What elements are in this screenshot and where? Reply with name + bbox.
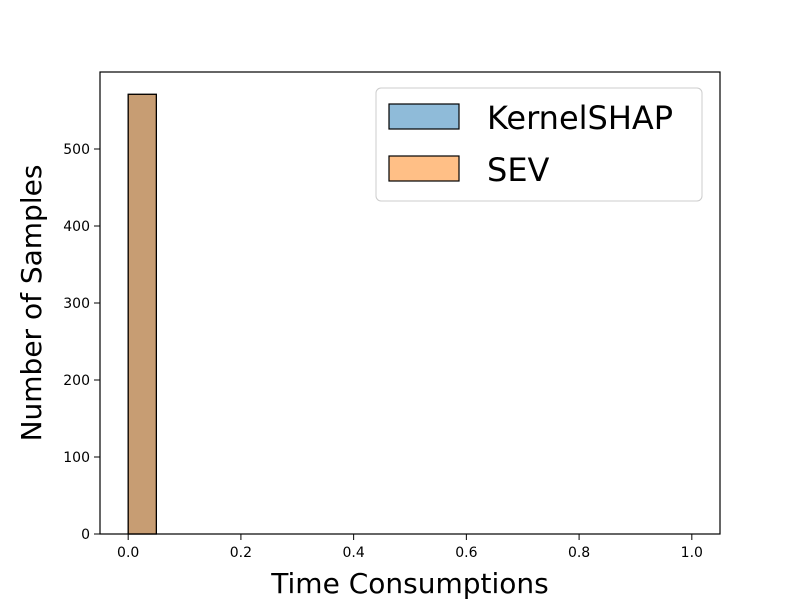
legend-label-sev: SEV — [487, 151, 550, 189]
legend-label-kernelshap: KernelSHAP — [487, 99, 673, 137]
x-tick-label: 0.8 — [568, 545, 590, 561]
y-axis-label: Number of Samples — [15, 165, 48, 442]
x-axis-ticks: 0.0 0.2 0.4 0.6 0.8 1.0 — [117, 534, 703, 561]
y-tick-label: 100 — [63, 450, 90, 466]
x-tick-label: 0.2 — [230, 545, 252, 561]
x-tick-label: 0.4 — [343, 545, 365, 561]
y-axis-ticks: 0 100 200 300 400 500 — [63, 142, 100, 543]
legend: KernelSHAP SEV — [375, 87, 703, 202]
legend-swatch-sev — [388, 155, 460, 182]
bar-sev-0 — [127, 93, 157, 535]
y-tick-label: 500 — [63, 142, 90, 158]
bars-layer — [127, 93, 157, 535]
legend-swatch-kernelshap — [388, 103, 460, 130]
x-tick-label: 0.0 — [117, 545, 139, 561]
x-axis-label: Time Consumptions — [270, 567, 548, 600]
y-tick-label: 400 — [63, 219, 90, 235]
x-tick-label: 0.6 — [455, 545, 477, 561]
y-tick-label: 0 — [81, 527, 90, 543]
y-tick-label: 200 — [63, 373, 90, 389]
x-tick-label: 1.0 — [681, 545, 703, 561]
y-tick-label: 300 — [63, 296, 90, 312]
